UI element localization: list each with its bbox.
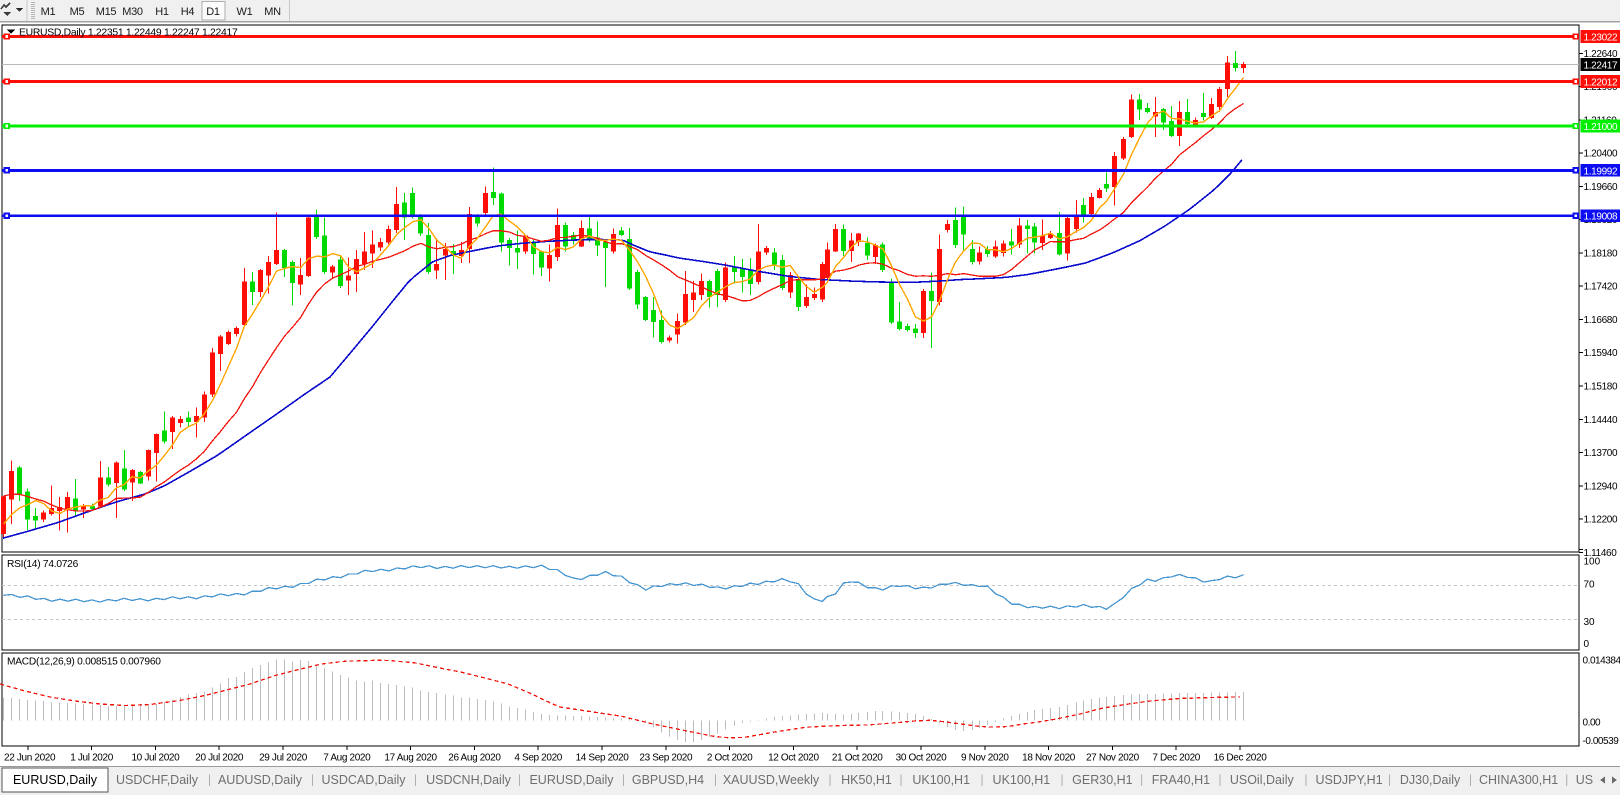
svg-text:EURUSD,Daily 1.22351 1.22449 1: EURUSD,Daily 1.22351 1.22449 1.22247 1.2…: [19, 28, 238, 39]
svg-text:|: |: [1061, 775, 1064, 787]
svg-text:|: |: [829, 775, 832, 787]
svg-text:|: |: [981, 775, 984, 787]
svg-text:14 Sep 2020: 14 Sep 2020: [576, 753, 630, 764]
svg-text:1.22012: 1.22012: [1584, 78, 1618, 89]
svg-text:16 Dec 2020: 16 Dec 2020: [1214, 753, 1268, 764]
svg-text:XAUUSD,Weekly: XAUUSD,Weekly: [723, 773, 820, 787]
svg-text:1.19008: 1.19008: [1584, 212, 1618, 223]
svg-text:H1: H1: [155, 6, 169, 18]
svg-text:M5: M5: [70, 6, 85, 18]
svg-text:30: 30: [1584, 617, 1596, 628]
svg-text:FRA40,H1: FRA40,H1: [1152, 773, 1210, 787]
svg-text:|: |: [1565, 775, 1568, 787]
svg-text:4 Sep 2020: 4 Sep 2020: [514, 753, 562, 764]
svg-text:|: |: [518, 775, 521, 787]
svg-text:18 Nov 2020: 18 Nov 2020: [1022, 753, 1076, 764]
svg-text:1.21000: 1.21000: [1584, 122, 1618, 133]
svg-text:GER30,H1: GER30,H1: [1072, 773, 1132, 787]
svg-text:EURUSD,Daily: EURUSD,Daily: [529, 773, 614, 787]
svg-text:W1: W1: [237, 6, 253, 18]
svg-text:1.12200: 1.12200: [1584, 515, 1618, 526]
svg-text:29 Jul 2020: 29 Jul 2020: [259, 753, 308, 764]
svg-text:|: |: [714, 775, 717, 787]
svg-text:GBPUSD,H4: GBPUSD,H4: [632, 773, 704, 787]
svg-text:MN: MN: [264, 6, 281, 18]
svg-text:|: |: [414, 775, 417, 787]
svg-text:D1: D1: [206, 6, 220, 18]
svg-text:2 Oct 2020: 2 Oct 2020: [707, 753, 753, 764]
svg-text:DJ30,Daily: DJ30,Daily: [1400, 773, 1461, 787]
svg-text:12 Oct 2020: 12 Oct 2020: [768, 753, 819, 764]
svg-text:21 Oct 2020: 21 Oct 2020: [832, 753, 883, 764]
svg-text:1.23022: 1.23022: [1584, 33, 1618, 44]
svg-text:|: |: [1305, 775, 1308, 787]
svg-text:1.20400: 1.20400: [1584, 149, 1618, 160]
svg-text:70: 70: [1584, 580, 1596, 591]
svg-text:0: 0: [1584, 639, 1590, 650]
svg-text:20 Jul 2020: 20 Jul 2020: [195, 753, 244, 764]
svg-text:|: |: [1140, 775, 1143, 787]
svg-text:-0.00539: -0.00539: [1583, 736, 1620, 747]
svg-text:USOil,Daily: USOil,Daily: [1230, 773, 1295, 787]
svg-text:26 Aug 2020: 26 Aug 2020: [448, 753, 501, 764]
svg-text:1.17420: 1.17420: [1584, 282, 1618, 293]
svg-text:1.19660: 1.19660: [1584, 182, 1618, 193]
svg-text:USDCNH,Daily: USDCNH,Daily: [426, 773, 511, 787]
svg-text:0.014384: 0.014384: [1583, 656, 1620, 667]
svg-text:M15: M15: [96, 6, 117, 18]
svg-text:23 Sep 2020: 23 Sep 2020: [639, 753, 693, 764]
svg-text:1.18180: 1.18180: [1584, 248, 1618, 259]
svg-text:|: |: [622, 775, 625, 787]
svg-text:1.16680: 1.16680: [1584, 315, 1618, 326]
svg-text:1.13700: 1.13700: [1584, 448, 1618, 459]
svg-text:10 Jul 2020: 10 Jul 2020: [131, 753, 180, 764]
svg-text:1.14440: 1.14440: [1584, 415, 1618, 426]
svg-text:USDCHF,Daily: USDCHF,Daily: [116, 773, 199, 787]
svg-text:UK100,H1: UK100,H1: [993, 773, 1051, 787]
svg-text:US: US: [1576, 773, 1593, 787]
svg-text:HK50,H1: HK50,H1: [841, 773, 892, 787]
svg-text:|: |: [1469, 775, 1472, 787]
svg-text:0.00: 0.00: [1583, 718, 1602, 729]
svg-text:|: |: [1219, 775, 1222, 787]
svg-text:1.19992: 1.19992: [1584, 166, 1618, 177]
svg-text:CHINA300,H1: CHINA300,H1: [1479, 773, 1558, 787]
svg-text:1.11460: 1.11460: [1584, 548, 1618, 559]
svg-text:|: |: [1388, 775, 1391, 787]
svg-text:USDCAD,Daily: USDCAD,Daily: [321, 773, 406, 787]
svg-text:22 Jun 2020: 22 Jun 2020: [4, 753, 56, 764]
svg-text:RSI(14) 74.0726: RSI(14) 74.0726: [7, 559, 79, 570]
svg-text:|: |: [900, 775, 903, 787]
svg-text:USDJPY,H1: USDJPY,H1: [1316, 773, 1383, 787]
svg-text:|: |: [311, 775, 314, 787]
svg-text:100: 100: [1584, 557, 1601, 568]
svg-text:17 Aug 2020: 17 Aug 2020: [384, 753, 437, 764]
svg-text:1.12940: 1.12940: [1584, 481, 1618, 492]
svg-text:7 Dec 2020: 7 Dec 2020: [1152, 753, 1200, 764]
svg-text:EURUSD,Daily: EURUSD,Daily: [13, 773, 98, 787]
svg-text:1.22417: 1.22417: [1584, 61, 1618, 72]
svg-text:30 Oct 2020: 30 Oct 2020: [896, 753, 947, 764]
svg-text:1.15180: 1.15180: [1584, 382, 1618, 393]
svg-text:27 Nov 2020: 27 Nov 2020: [1086, 753, 1140, 764]
svg-text:9 Nov 2020: 9 Nov 2020: [961, 753, 1009, 764]
svg-text:M1: M1: [41, 6, 56, 18]
svg-text:H4: H4: [181, 6, 195, 18]
svg-text:UK100,H1: UK100,H1: [912, 773, 970, 787]
svg-text:M30: M30: [122, 6, 143, 18]
svg-text:|: |: [208, 775, 211, 787]
svg-text:1.22640: 1.22640: [1584, 49, 1618, 60]
svg-text:1.15940: 1.15940: [1584, 348, 1618, 359]
svg-text:7 Aug 2020: 7 Aug 2020: [323, 753, 371, 764]
svg-text:MACD(12,26,9) 0.008515 0.00796: MACD(12,26,9) 0.008515 0.007960: [7, 657, 161, 668]
svg-text:AUDUSD,Daily: AUDUSD,Daily: [218, 773, 303, 787]
svg-text:1 Jul 2020: 1 Jul 2020: [70, 753, 113, 764]
